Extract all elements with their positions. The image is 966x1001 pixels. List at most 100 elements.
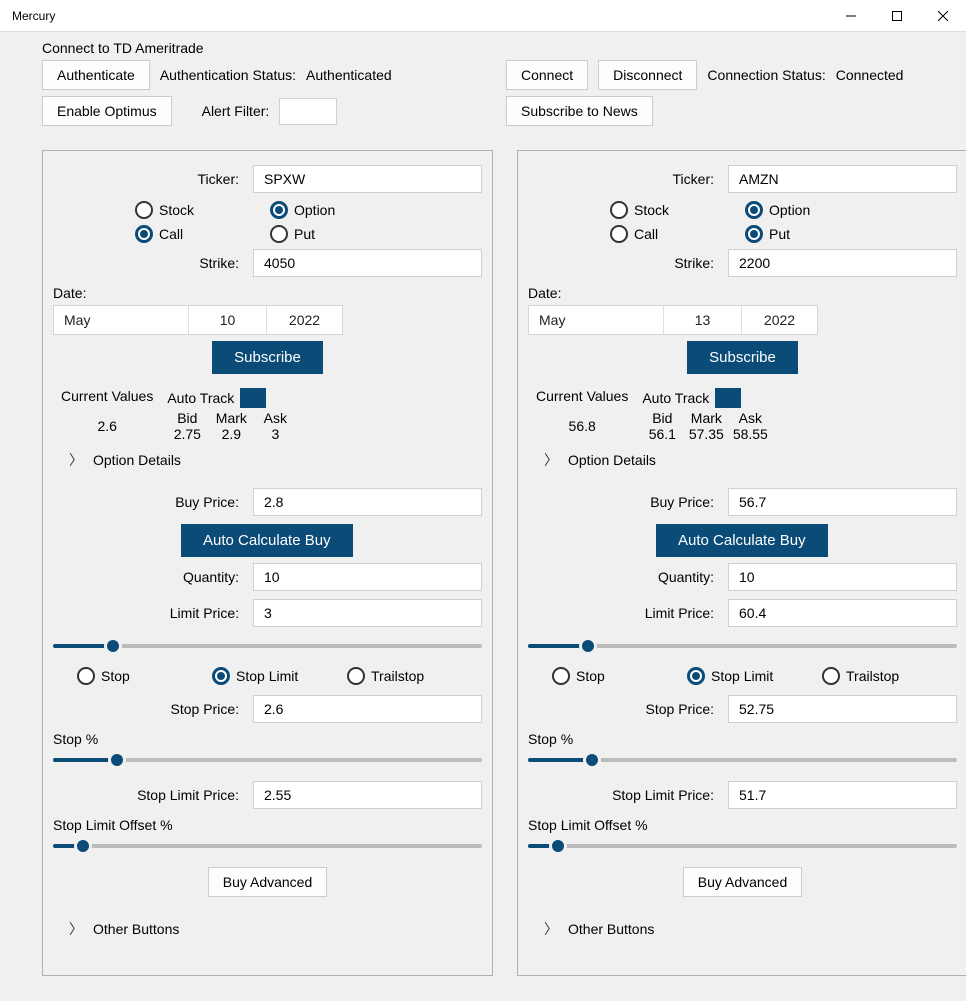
auth-status-value: Authenticated: [306, 67, 392, 83]
limit-price-input[interactable]: [728, 599, 957, 627]
current-value: 2.6: [61, 418, 153, 434]
option-radio[interactable]: [745, 201, 763, 219]
stop-limit-offset-slider[interactable]: [528, 835, 957, 857]
buy-advanced-button[interactable]: Buy Advanced: [208, 867, 328, 897]
stop-price-input[interactable]: [728, 695, 957, 723]
date-picker[interactable]: May 13 2022: [528, 305, 818, 335]
call-radio[interactable]: [135, 225, 153, 243]
date-day[interactable]: 13: [664, 306, 742, 334]
date-month[interactable]: May: [529, 306, 664, 334]
stop-limit-price-input[interactable]: [253, 781, 482, 809]
buy-price-input[interactable]: [728, 488, 957, 516]
window-maximize-button[interactable]: [874, 0, 920, 32]
ask-label: Ask: [739, 410, 762, 426]
auto-track-label: Auto Track: [642, 390, 709, 406]
ask-label: Ask: [264, 410, 287, 426]
strike-input[interactable]: [728, 249, 957, 277]
option-radio-label: Option: [294, 202, 335, 218]
stop-pct-slider[interactable]: [528, 749, 957, 771]
stock-radio-label: Stock: [634, 202, 669, 218]
stop-limit-offset-slider[interactable]: [53, 835, 482, 857]
enable-optimus-button[interactable]: Enable Optimus: [42, 96, 172, 126]
date-month[interactable]: May: [54, 306, 189, 334]
quantity-input[interactable]: [728, 563, 957, 591]
stop-radio[interactable]: [552, 667, 570, 685]
stop-limit-radio[interactable]: [212, 667, 230, 685]
limit-slider[interactable]: [528, 635, 957, 657]
call-radio-label: Call: [634, 226, 658, 242]
stop-limit-offset-label: Stop Limit Offset %: [53, 817, 482, 833]
authenticate-button[interactable]: Authenticate: [42, 60, 150, 90]
ask-value: 3: [271, 426, 279, 442]
option-radio[interactable]: [270, 201, 288, 219]
window-close-button[interactable]: [920, 0, 966, 32]
trailstop-radio[interactable]: [822, 667, 840, 685]
option-details-expander[interactable]: 〉 Option Details: [544, 450, 957, 470]
auth-status-label: Authentication Status:: [160, 67, 296, 83]
bid-value: 56.1: [649, 426, 676, 442]
option-radio-label: Option: [769, 202, 810, 218]
quantity-input[interactable]: [253, 563, 482, 591]
subscribe-button[interactable]: Subscribe: [687, 341, 798, 374]
stop-limit-radio-label: Stop Limit: [711, 668, 773, 684]
limit-price-input[interactable]: [253, 599, 482, 627]
stock-radio[interactable]: [135, 201, 153, 219]
window-minimize-button[interactable]: [828, 0, 874, 32]
panels-container: Ticker: Stock Option Call: [42, 150, 924, 976]
disconnect-button[interactable]: Disconnect: [598, 60, 697, 90]
auto-calc-buy-button[interactable]: Auto Calculate Buy: [181, 524, 353, 557]
trailstop-radio[interactable]: [347, 667, 365, 685]
subscribe-news-button[interactable]: Subscribe to News: [506, 96, 653, 126]
auto-calc-buy-button[interactable]: Auto Calculate Buy: [656, 524, 828, 557]
buy-advanced-button[interactable]: Buy Advanced: [683, 867, 803, 897]
stop-limit-price-input[interactable]: [728, 781, 957, 809]
stop-pct-slider[interactable]: [53, 749, 482, 771]
buy-price-input[interactable]: [253, 488, 482, 516]
put-radio[interactable]: [270, 225, 288, 243]
auto-track-indicator[interactable]: [240, 388, 266, 408]
option-details-label: Option Details: [93, 452, 181, 468]
date-day[interactable]: 10: [189, 306, 267, 334]
subscribe-button[interactable]: Subscribe: [212, 341, 323, 374]
mark-label: Mark: [691, 410, 722, 426]
strike-input[interactable]: [253, 249, 482, 277]
stop-radio-label: Stop: [576, 668, 605, 684]
window-controls: [828, 0, 966, 32]
stop-price-input[interactable]: [253, 695, 482, 723]
conn-status-label: Connection Status:: [707, 67, 825, 83]
other-buttons-expander[interactable]: 〉 Other Buttons: [544, 919, 957, 939]
limit-price-label: Limit Price:: [53, 605, 253, 621]
auto-track-indicator[interactable]: [715, 388, 741, 408]
mark-label: Mark: [216, 410, 247, 426]
option-details-expander[interactable]: 〉 Option Details: [69, 450, 482, 470]
stop-limit-radio[interactable]: [687, 667, 705, 685]
bid-value: 2.75: [174, 426, 201, 442]
current-value: 56.8: [536, 418, 628, 434]
date-picker[interactable]: May 10 2022: [53, 305, 343, 335]
stop-radio-label: Stop: [101, 668, 130, 684]
connect-section-title: Connect to TD Ameritrade: [42, 40, 924, 56]
ticker-label: Ticker:: [528, 171, 728, 187]
limit-slider[interactable]: [53, 635, 482, 657]
ticker-input[interactable]: [728, 165, 957, 193]
stock-radio[interactable]: [610, 201, 628, 219]
alert-filter-input[interactable]: [279, 98, 337, 125]
auto-track-label: Auto Track: [167, 390, 234, 406]
stock-radio-label: Stock: [159, 202, 194, 218]
strike-label: Strike:: [53, 255, 253, 271]
mark-value: 2.9: [222, 426, 241, 442]
call-radio[interactable]: [610, 225, 628, 243]
put-radio-label: Put: [769, 226, 790, 242]
put-radio[interactable]: [745, 225, 763, 243]
bid-label: Bid: [177, 410, 197, 426]
chevron-right-icon: 〉: [69, 919, 83, 939]
date-year[interactable]: 2022: [267, 306, 342, 334]
date-year[interactable]: 2022: [742, 306, 817, 334]
ticker-input[interactable]: [253, 165, 482, 193]
window-title: Mercury: [12, 9, 55, 23]
connect-button[interactable]: Connect: [506, 60, 588, 90]
bid-label: Bid: [652, 410, 672, 426]
other-buttons-expander[interactable]: 〉 Other Buttons: [69, 919, 482, 939]
stop-radio[interactable]: [77, 667, 95, 685]
buy-price-label: Buy Price:: [53, 494, 253, 510]
